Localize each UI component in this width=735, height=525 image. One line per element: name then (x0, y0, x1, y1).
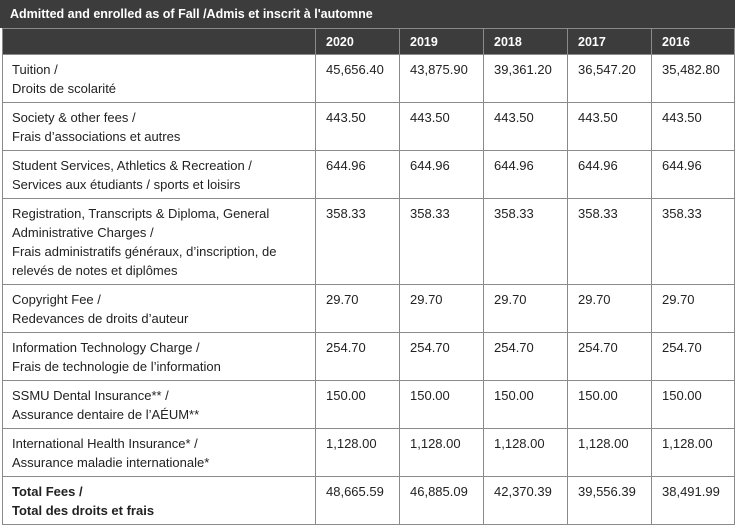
fee-label-line: Frais d’associations et autres (12, 129, 181, 144)
fee-value-cell: 35,482.80 (651, 54, 735, 103)
fee-label-cell: Student Services, Athletics & Recreation… (2, 150, 316, 199)
fee-label-line: Total des droits et frais (12, 503, 155, 518)
fee-value-cell: 644.96 (651, 150, 735, 199)
table-row: Registration, Transcripts & Diploma, Gen… (2, 198, 735, 285)
fee-value-cell: 29.70 (315, 284, 400, 333)
year-header: 2019 (399, 28, 484, 55)
year-header: 2018 (483, 28, 568, 55)
fee-label-line: Society & other fees / (12, 110, 136, 125)
fee-label-line: Information Technology Charge / (12, 340, 200, 355)
table-row: Student Services, Athletics & Recreation… (2, 150, 735, 199)
fee-value-cell: 45,656.40 (315, 54, 400, 103)
fee-label-line: Student Services, Athletics & Recreation… (12, 158, 252, 173)
fee-value-cell: 39,556.39 (567, 476, 652, 525)
fee-label-cell: Society & other fees / Frais d’associatio… (2, 102, 316, 151)
fee-label-cell: Tuition / Droits de scolarité (2, 54, 316, 103)
fee-value-cell: 254.70 (567, 332, 652, 381)
table-row: Tuition / Droits de scolarité 45,656.40 43,… (2, 54, 735, 103)
fee-label-cell: Copyright Fee / Redevances de droits d’au… (2, 284, 316, 333)
fee-label-line: Total Fees / (12, 484, 83, 499)
table-row: Copyright Fee / Redevances de droits d’au… (2, 284, 735, 333)
fee-label-cell: Registration, Transcripts & Diploma, Gen… (2, 198, 316, 285)
fee-label-line: Droits de scolarité (12, 81, 117, 96)
fee-value-cell: 644.96 (567, 150, 652, 199)
fee-value-cell: 443.50 (399, 102, 484, 151)
fee-value-cell: 358.33 (399, 198, 484, 285)
year-header: 2017 (567, 28, 652, 55)
header-row: 2020 2019 2018 2017 2016 (2, 28, 735, 55)
year-header: 2016 (651, 28, 735, 55)
table-row: Information Technology Charge / Frais de … (2, 332, 735, 381)
fee-value-cell: 38,491.99 (651, 476, 735, 525)
fee-label-line: Assurance dentaire de l’AÉUM** (12, 407, 200, 422)
table-title: Admitted and enrolled as of Fall /Admis … (0, 0, 735, 28)
table-row: International Health Insurance* / Assuran… (2, 428, 735, 477)
total-row: Total Fees / Total des droits et frais 48,… (2, 476, 735, 525)
fee-label-line: relevés de notes et diplômes (12, 263, 178, 278)
fee-label-cell: International Health Insurance* / Assuran… (2, 428, 316, 477)
fee-label-line: Tuition / (12, 62, 58, 77)
fee-label-line: Frais administratifs généraux, d’inscrip… (12, 244, 277, 259)
fee-value-cell: 29.70 (567, 284, 652, 333)
fee-label-line: Copyright Fee / (12, 292, 101, 307)
fee-value-cell: 1,128.00 (651, 428, 735, 477)
fee-label-line: International Health Insurance* / (12, 436, 198, 451)
fee-value-cell: 254.70 (483, 332, 568, 381)
fee-rows: Tuition / Droits de scolarité 45,656.40 43,… (2, 54, 735, 525)
fee-value-cell: 254.70 (315, 332, 400, 381)
fee-label-line: SSMU Dental Insurance** / (12, 388, 169, 403)
year-header: 2020 (315, 28, 400, 55)
fee-value-cell: 36,547.20 (567, 54, 652, 103)
fee-value-cell: 644.96 (315, 150, 400, 199)
fee-value-cell: 1,128.00 (567, 428, 652, 477)
fee-value-cell: 644.96 (399, 150, 484, 199)
fee-value-cell: 1,128.00 (483, 428, 568, 477)
fee-value-cell: 1,128.00 (315, 428, 400, 477)
fee-value-cell: 443.50 (483, 102, 568, 151)
fee-value-cell: 1,128.00 (399, 428, 484, 477)
fee-value-cell: 46,885.09 (399, 476, 484, 525)
fee-label-line: Frais de technologie de l’information (12, 359, 221, 374)
fee-value-cell: 29.70 (651, 284, 735, 333)
fee-value-cell: 443.50 (567, 102, 652, 151)
fee-label-line: Services aux étudiants / sports et loisi… (12, 177, 241, 192)
fee-value-cell: 150.00 (567, 380, 652, 429)
fee-value-cell: 644.96 (483, 150, 568, 199)
fee-value-cell: 443.50 (651, 102, 735, 151)
fee-label-line: Redevances de droits d’auteur (12, 311, 189, 326)
fee-value-cell: 39,361.20 (483, 54, 568, 103)
fee-label-cell: Total Fees / Total des droits et frais (2, 476, 316, 525)
fee-value-cell: 358.33 (315, 198, 400, 285)
fee-value-cell: 29.70 (399, 284, 484, 333)
fee-label-cell: SSMU Dental Insurance** / Assurance denta… (2, 380, 316, 429)
fee-value-cell: 150.00 (651, 380, 735, 429)
fee-value-cell: 443.50 (315, 102, 400, 151)
fee-value-cell: 43,875.90 (399, 54, 484, 103)
table-row: Society & other fees / Frais d’associatio… (2, 102, 735, 151)
table-row: SSMU Dental Insurance** / Assurance denta… (2, 380, 735, 429)
fee-value-cell: 48,665.59 (315, 476, 400, 525)
fee-value-cell: 29.70 (483, 284, 568, 333)
fee-value-cell: 150.00 (483, 380, 568, 429)
fee-value-cell: 254.70 (399, 332, 484, 381)
fee-label-line: Administrative Charges / (12, 225, 154, 240)
fee-label-line: Registration, Transcripts & Diploma, Gen… (12, 206, 270, 221)
header-label-cell (2, 28, 316, 55)
fees-table: 2020 2019 2018 2017 2016 Tuition / Droits… (2, 28, 735, 525)
fee-value-cell: 150.00 (315, 380, 400, 429)
fee-value-cell: 358.33 (567, 198, 652, 285)
fee-value-cell: 150.00 (399, 380, 484, 429)
fee-label-cell: Information Technology Charge / Frais de … (2, 332, 316, 381)
fee-value-cell: 358.33 (483, 198, 568, 285)
fee-label-line: Assurance maladie internationale* (12, 455, 210, 470)
fee-value-cell: 358.33 (651, 198, 735, 285)
fee-value-cell: 42,370.39 (483, 476, 568, 525)
fee-value-cell: 254.70 (651, 332, 735, 381)
